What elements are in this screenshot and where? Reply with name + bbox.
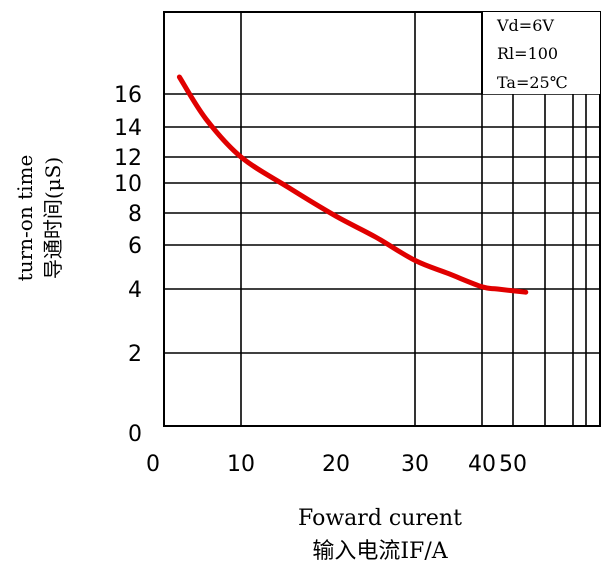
series-line — [176, 74, 529, 295]
x-tick-label: 50 — [499, 452, 527, 477]
x-axis-label-cn: 输入电流IF/A — [312, 539, 448, 564]
x-axis-label-en: Foward curent — [298, 506, 462, 531]
annotation-rl: Rl=100 — [497, 44, 558, 63]
x-tick-label: 10 — [227, 452, 255, 477]
y-axis-label-en: turn-on time — [13, 155, 37, 282]
x-tick-label: 0 — [146, 452, 160, 477]
y-tick-label: 8 — [128, 202, 142, 227]
y-tick-label: 0 — [128, 422, 142, 447]
annotation-vd: Vd=6V — [496, 16, 554, 35]
annotation-box — [482, 12, 600, 94]
y-axis-label-cn: 导通时间(μS) — [41, 157, 65, 279]
x-tick-label: 40 — [468, 452, 496, 477]
x-tick-labels: 0 10 20 30 40 50 — [146, 452, 527, 477]
plot-frame — [163, 11, 601, 427]
y-tick-label: 12 — [114, 146, 142, 171]
y-tick-label: 2 — [128, 342, 142, 367]
y-tick-label: 14 — [114, 116, 142, 141]
y-tick-label: 10 — [114, 172, 142, 197]
y-tick-label: 16 — [114, 83, 142, 108]
y-tick-label: 6 — [128, 234, 142, 259]
x-tick-label: 20 — [322, 452, 350, 477]
y-tick-label: 4 — [128, 278, 142, 303]
series-layer — [176, 74, 529, 295]
x-tick-label: 30 — [401, 452, 429, 477]
annotation-ta: Ta=25℃ — [497, 73, 568, 92]
